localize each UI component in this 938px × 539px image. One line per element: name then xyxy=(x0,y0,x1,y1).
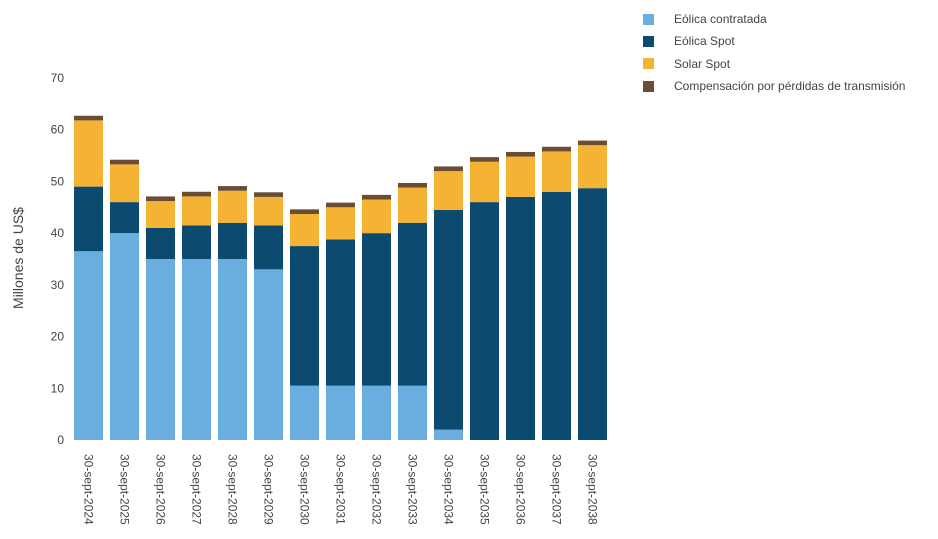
legend: Eólica contratada Eólica Spot Solar Spot… xyxy=(643,8,905,97)
bar-segment xyxy=(218,259,247,440)
bar-segment xyxy=(578,140,607,146)
legend-item[interactable]: Eólica contratada xyxy=(643,8,905,30)
x-tick-label: 30-sept-2038 xyxy=(586,454,600,525)
bar-segment xyxy=(578,145,607,189)
bar-segment xyxy=(74,251,103,440)
bar-segment xyxy=(470,202,499,440)
bar-segment xyxy=(470,161,499,203)
legend-label: Solar Spot xyxy=(674,56,731,71)
bar-segment xyxy=(290,385,319,440)
y-tick-label: 0 xyxy=(57,433,64,447)
x-tick-label: 30-sept-2031 xyxy=(334,454,348,525)
x-tick-label: 30-sept-2028 xyxy=(226,454,240,525)
bar-segment xyxy=(434,171,463,210)
bar-segment xyxy=(146,227,175,259)
x-tick-label: 30-sept-2024 xyxy=(82,454,96,525)
bar-segment xyxy=(182,259,211,440)
legend-swatch xyxy=(643,80,654,92)
bar-segment xyxy=(434,166,463,172)
bar-segment xyxy=(398,182,427,188)
bar-segment xyxy=(110,202,139,234)
bar-segment xyxy=(146,196,175,202)
y-axis-label: Millones de US$ xyxy=(10,207,26,309)
bar-segment xyxy=(506,156,535,197)
bar-segment xyxy=(146,201,175,228)
y-tick-label: 70 xyxy=(51,71,65,85)
bar-segment xyxy=(218,186,247,191)
bar-segment xyxy=(74,186,103,252)
legend-swatch xyxy=(643,13,654,25)
x-tick-label: 30-sept-2032 xyxy=(370,454,384,525)
x-tick-label: 30-sept-2036 xyxy=(514,454,528,525)
x-tick-label: 30-sept-2035 xyxy=(478,454,492,525)
bar-segment xyxy=(110,164,139,203)
bar-segment xyxy=(398,222,427,386)
bar-segment xyxy=(398,385,427,440)
legend-item[interactable]: Solar Spot xyxy=(643,53,905,75)
x-tick-label: 30-sept-2025 xyxy=(118,454,132,525)
bar-segment xyxy=(434,429,463,440)
y-tick-label: 20 xyxy=(51,330,65,344)
bar-segment xyxy=(326,207,355,240)
legend-swatch xyxy=(643,35,654,47)
bar-segment xyxy=(326,239,355,386)
bar-segment xyxy=(218,222,247,259)
bar-segment xyxy=(146,259,175,440)
x-tick-label: 30-sept-2030 xyxy=(298,454,312,525)
bar-segment xyxy=(182,196,211,226)
legend-item[interactable]: Eólica Spot xyxy=(643,30,905,52)
bar-segment xyxy=(434,209,463,430)
legend-label: Compensación por pérdidas de transmisión xyxy=(674,79,906,94)
y-tick-label: 40 xyxy=(51,226,65,240)
bar-segment xyxy=(542,151,571,192)
bar-segment xyxy=(290,209,319,215)
x-tick-label: 30-sept-2033 xyxy=(406,454,420,525)
bar-segment xyxy=(362,233,391,386)
legend-item[interactable]: Compensación por pérdidas de transmisión xyxy=(643,75,905,97)
bar-segment xyxy=(74,120,103,187)
bar-segment xyxy=(506,196,535,440)
legend-swatch xyxy=(643,58,654,70)
bar-segment xyxy=(362,194,391,200)
bar-segment xyxy=(398,187,427,223)
bar-segment xyxy=(110,233,139,440)
bar-segment xyxy=(362,199,391,234)
y-tick-label: 10 xyxy=(51,381,65,395)
bar-segment xyxy=(290,246,319,386)
bar-segment xyxy=(218,190,247,223)
bar-segment xyxy=(254,225,283,270)
y-tick-label: 30 xyxy=(51,278,65,292)
bar-segment xyxy=(74,115,103,121)
bar-segment xyxy=(470,157,499,162)
bar-segment xyxy=(326,202,355,208)
bar-segment xyxy=(110,159,139,165)
x-tick-label: 30-sept-2026 xyxy=(154,454,168,525)
bar-segment xyxy=(254,269,283,440)
bar-segment xyxy=(578,188,607,440)
x-tick-label: 30-sept-2029 xyxy=(262,454,276,525)
legend-label: Eólica Spot xyxy=(674,34,735,49)
bar-segment xyxy=(506,151,535,157)
x-tick-label: 30-sept-2034 xyxy=(442,454,456,525)
bar-segment xyxy=(182,191,211,197)
bar-segment xyxy=(254,196,283,226)
bar-segment xyxy=(326,385,355,440)
x-tick-label: 30-sept-2037 xyxy=(550,454,564,525)
y-tick-label: 50 xyxy=(51,174,65,188)
bar-segment xyxy=(254,192,283,197)
x-tick-label: 30-sept-2027 xyxy=(190,454,204,525)
legend-label: Eólica contratada xyxy=(674,12,767,27)
bar-segment xyxy=(362,385,391,440)
bar-segment xyxy=(182,225,211,259)
bar-segment xyxy=(542,191,571,440)
y-tick-label: 60 xyxy=(51,123,65,137)
bar-segment xyxy=(290,214,319,247)
bar-segment xyxy=(542,146,571,152)
